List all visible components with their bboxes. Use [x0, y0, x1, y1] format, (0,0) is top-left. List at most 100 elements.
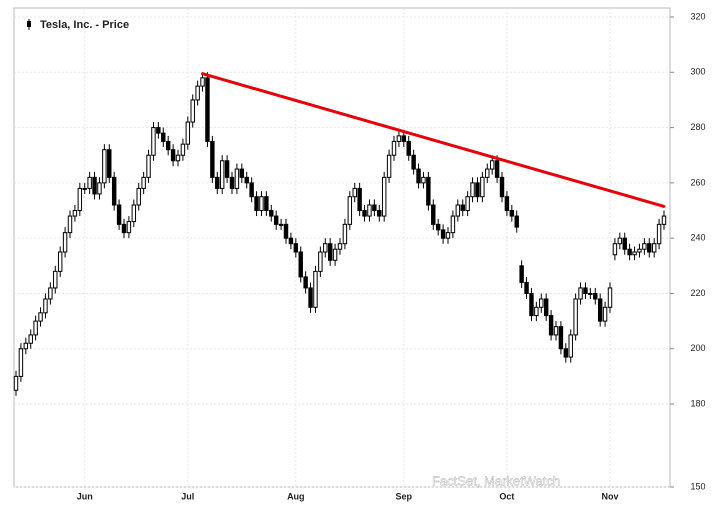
candle-body: [637, 248, 642, 253]
candle-body: [534, 306, 539, 317]
candle-body: [362, 210, 367, 217]
candle-body: [381, 176, 387, 217]
candle-body: [519, 265, 524, 283]
candle-body: [563, 348, 569, 358]
candle-body: [426, 176, 431, 206]
candle-body: [642, 243, 647, 250]
candle-body: [185, 121, 191, 145]
candle-body: [254, 196, 259, 212]
candle-body: [460, 204, 465, 212]
candle-body: [116, 204, 122, 225]
candle-body: [529, 292, 534, 317]
candle-body: [494, 160, 500, 178]
candle-body: [33, 320, 38, 336]
candle-body: [514, 215, 519, 228]
candle-body: [57, 251, 63, 272]
candle-body: [558, 326, 564, 350]
candle-body: [342, 223, 348, 245]
candle-body: [224, 160, 230, 178]
candle-body: [165, 140, 171, 151]
candle-body: [111, 176, 117, 206]
candle-body: [583, 287, 588, 294]
candle-body: [288, 237, 294, 245]
x-tick-label: Nov: [601, 491, 618, 501]
candle-body: [82, 187, 87, 190]
candle-body: [352, 187, 357, 198]
candle-body: [406, 140, 411, 156]
candle-body: [539, 298, 544, 308]
candle-body: [568, 334, 573, 358]
x-tick-label: Aug: [287, 491, 305, 501]
legend-icon: [27, 21, 31, 27]
candle-body: [401, 135, 407, 142]
candle-body: [107, 149, 112, 178]
candle-body: [617, 237, 623, 245]
candle-body: [141, 176, 146, 189]
candle-body: [372, 204, 377, 212]
candle-body: [411, 154, 416, 170]
candle-body: [416, 168, 421, 184]
candle-body: [175, 154, 181, 162]
candle-body: [548, 315, 554, 336]
candle-body: [656, 223, 662, 245]
y-tick-label: 180: [690, 398, 705, 408]
candle-body: [121, 223, 127, 234]
candle-body: [28, 334, 33, 344]
y-tick-label: 260: [690, 177, 705, 187]
candle-body: [62, 232, 68, 253]
candle-body: [293, 243, 299, 253]
candle-body: [647, 243, 652, 253]
candle-body: [396, 135, 402, 142]
candle-body: [48, 287, 53, 300]
candle-body: [205, 77, 210, 142]
candle-body: [195, 85, 200, 101]
candle-body: [161, 132, 166, 142]
candle-body: [170, 149, 176, 162]
candle-body: [593, 292, 598, 300]
candle-body: [509, 210, 515, 217]
candle-body: [215, 176, 220, 189]
candle-body: [283, 223, 289, 239]
x-tick-label: Oct: [499, 491, 514, 501]
candle-body: [102, 149, 107, 184]
candle-body: [578, 287, 583, 300]
candle-body: [524, 281, 529, 294]
candle-body: [190, 99, 195, 123]
candle-body: [303, 276, 308, 289]
candle-body: [597, 298, 603, 322]
candle-body: [445, 232, 451, 239]
candle-body: [269, 210, 274, 217]
candle-body: [480, 176, 485, 198]
candle-body: [622, 237, 627, 250]
candle-body: [92, 176, 97, 195]
candle-body: [18, 348, 24, 377]
candle-body: [627, 248, 632, 256]
candle-body: [131, 204, 137, 223]
candle-body: [602, 306, 608, 322]
candle-body: [308, 287, 313, 308]
candle-body: [470, 182, 475, 198]
candle-body: [499, 176, 505, 198]
candle-body: [553, 326, 559, 336]
candle-body: [234, 168, 240, 189]
candle-body: [210, 140, 215, 178]
legend: Tesla, Inc. - Price: [27, 19, 129, 31]
candle-body: [53, 270, 58, 289]
candle-body: [278, 223, 284, 226]
candle-body: [229, 176, 235, 189]
candle-body: [180, 143, 186, 156]
candle-body: [573, 298, 578, 336]
candle-body: [450, 215, 456, 234]
candle-body: [377, 210, 382, 217]
candle-body: [612, 243, 618, 256]
candle-body: [367, 204, 372, 217]
candle-body: [43, 298, 48, 314]
candle-body: [651, 243, 657, 253]
y-tick-label: 240: [690, 233, 705, 243]
candle-body: [72, 210, 78, 217]
candle-body: [126, 221, 132, 234]
candle-body: [146, 154, 151, 178]
trend-line: [201, 72, 666, 208]
candle-body: [543, 298, 549, 317]
